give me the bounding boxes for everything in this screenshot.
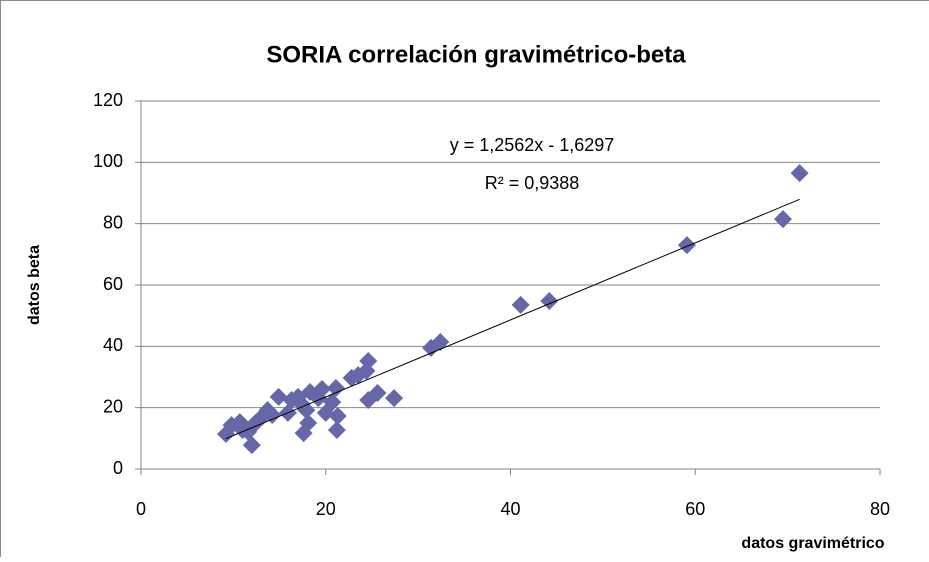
x-tick-label: 40 bbox=[500, 499, 520, 519]
y-tick-label: 80 bbox=[103, 212, 123, 232]
trendline-equation: y = 1,2562x - 1,6297 bbox=[450, 135, 615, 155]
y-tick-label: 60 bbox=[103, 274, 123, 294]
y-axis-label: datos beta bbox=[26, 245, 43, 325]
trendline-r2: R² = 0,9388 bbox=[485, 173, 580, 193]
y-tick-label: 40 bbox=[103, 335, 123, 355]
x-axis-label: datos gravimétrico bbox=[741, 535, 884, 552]
x-tick-label: 20 bbox=[316, 499, 336, 519]
x-tick-label: 0 bbox=[136, 499, 146, 519]
x-tick-label: 80 bbox=[870, 499, 890, 519]
y-tick-label: 100 bbox=[93, 151, 123, 171]
y-tick-label: 0 bbox=[113, 458, 123, 478]
y-tick-label: 120 bbox=[93, 90, 123, 110]
x-tick-label: 60 bbox=[685, 499, 705, 519]
chart-title: SORIA correlación gravimétrico-beta bbox=[266, 41, 686, 68]
y-tick-label: 20 bbox=[103, 396, 123, 416]
